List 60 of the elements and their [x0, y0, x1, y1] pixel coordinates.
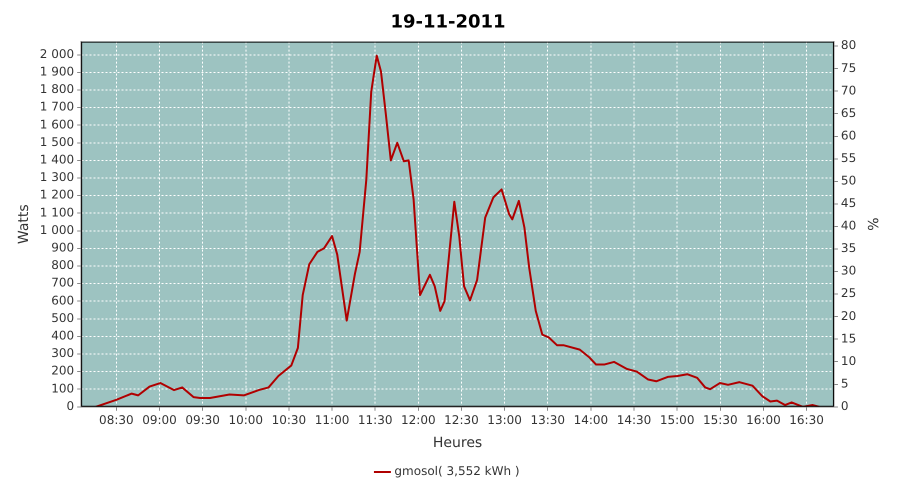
x-tick-label: 11:30: [358, 413, 392, 428]
y2-tick-label: 25: [840, 286, 856, 300]
y2-tick-label: 80: [840, 38, 856, 52]
y-tick-label: 1 300: [40, 170, 74, 184]
y2-tick-label: 35: [840, 241, 856, 256]
y-tick-label: 300: [51, 346, 74, 360]
x-tick-label: 12:00: [401, 413, 436, 428]
x-tick-label: 14:30: [616, 413, 652, 428]
x-tick-label: 16:30: [789, 413, 824, 428]
y-tick-label: 100: [51, 381, 74, 396]
x-tick-label: 15:30: [703, 413, 738, 428]
y-tick-label: 1 400: [40, 152, 74, 167]
y2-tick-label: 55: [840, 150, 856, 165]
y2-tick-label: 60: [840, 128, 856, 142]
y-tick-label: 1 100: [40, 205, 74, 220]
x-tick-label: 13:00: [487, 413, 522, 428]
y2-tick-label: 45: [840, 196, 856, 210]
y-tick-label: 1 600: [40, 117, 74, 132]
y2-tick-label: 15: [840, 331, 856, 346]
x-tick-label: 16:00: [746, 413, 781, 428]
y-tick-label: 200: [51, 364, 74, 378]
y2-tick-label: 70: [840, 83, 856, 98]
x-tick-label: 09:00: [142, 413, 177, 428]
x-tick-label: 08:30: [99, 413, 134, 428]
y2-tick-label: 75: [840, 60, 856, 75]
y2-tick-label: 30: [840, 264, 856, 278]
x-tick-label: 13:30: [530, 413, 566, 428]
x-tick-label: 10:30: [272, 413, 306, 428]
chart-title: 19-11-2011: [390, 11, 506, 32]
y2-tick-label: 40: [840, 218, 856, 233]
y2-tick-label: 50: [840, 173, 856, 188]
y-tick-label: 600: [51, 293, 74, 308]
x-tick-label: 11:00: [314, 413, 350, 428]
y2-tick-label: 10: [840, 354, 856, 368]
y-tick-label: 500: [51, 310, 74, 325]
y-tick-label: 800: [51, 258, 74, 272]
y-tick-label: 0: [66, 398, 74, 413]
y2-tick-label: 0: [840, 398, 849, 413]
legend-label: gmosol( 3,552 kWh ): [394, 464, 520, 478]
x-axis-title: Heures: [432, 435, 482, 452]
y2-tick-label: 5: [840, 376, 849, 390]
y2-tick-label: 20: [840, 308, 856, 323]
x-tick-label: 15:00: [660, 413, 694, 428]
x-tick-label: 09:30: [185, 413, 220, 428]
y-tick-label: 1 900: [40, 64, 74, 79]
y-axis-title: Watts: [16, 204, 32, 244]
x-tick-label: 12:30: [444, 413, 479, 428]
y-tick-label: 900: [51, 240, 74, 255]
y-tick-label: 400: [51, 328, 74, 343]
y-tick-label: 1 000: [40, 222, 74, 237]
y2-tick-label: 65: [840, 106, 856, 120]
y-tick-label: 700: [51, 276, 74, 290]
x-tick-label: 10:00: [228, 413, 264, 428]
y-tick-label: 1 700: [40, 100, 74, 114]
y-tick-label: 1 800: [40, 82, 74, 96]
y2-axis-title: %: [864, 218, 880, 231]
y-tick-label: 1 200: [40, 188, 74, 202]
x-tick-label: 14:00: [574, 413, 608, 428]
y-tick-label: 1 500: [40, 134, 74, 149]
y-tick-label: 2 000: [40, 46, 74, 61]
